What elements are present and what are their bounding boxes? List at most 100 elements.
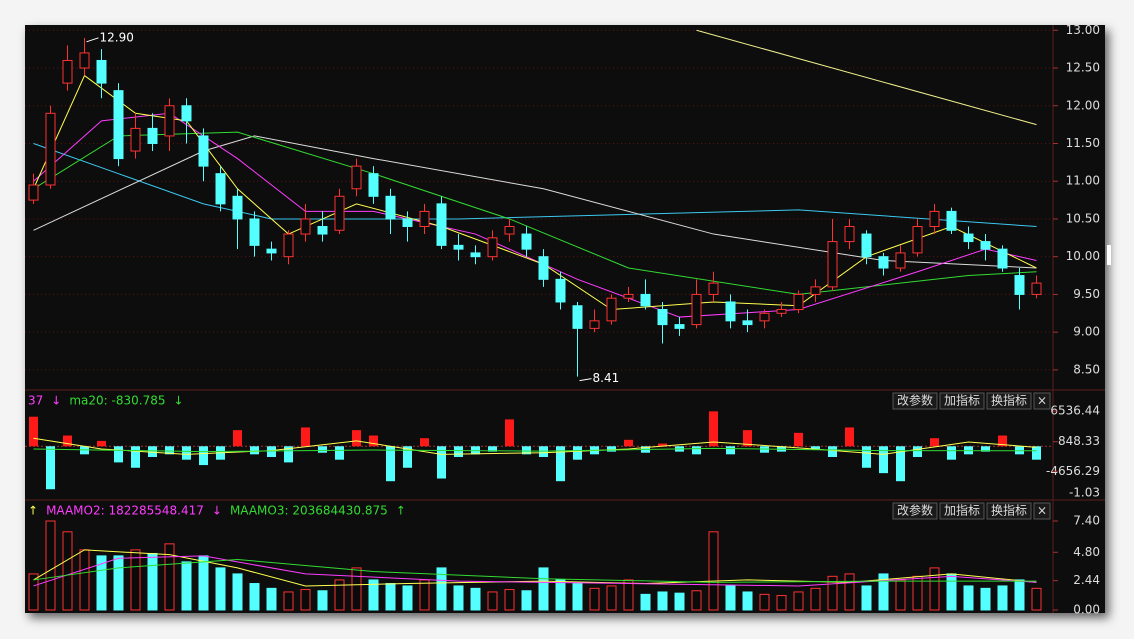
candle-body [113,90,124,160]
bar [80,446,89,455]
button[interactable]: × [1033,392,1051,410]
bar [947,446,956,460]
volume-bar [436,567,447,611]
indicator-line [33,135,1037,269]
volume-bar [878,573,889,611]
button-label: 改参数 [897,503,933,518]
volume-bar [674,592,685,611]
header-text: ↑ [396,504,406,518]
volume-bar [130,549,141,611]
candle-body [368,173,379,197]
candle-body [28,184,39,201]
y-tick-label: 11.00 [1066,174,1100,188]
volume-bar [895,579,906,611]
button[interactable]: 改参数 [892,392,938,410]
bar [369,435,378,447]
button[interactable]: 换指标 [986,392,1032,410]
volume-bar [1014,579,1025,611]
candle-body [844,225,855,243]
volume-bar [708,531,719,611]
bar [454,446,463,458]
y-tick-label: 848.33 [1058,434,1100,448]
candle-body [283,233,294,258]
volume-bar [317,590,328,611]
indicator-line [33,131,1037,295]
bar [607,446,616,452]
button-bg [1033,502,1051,520]
candle-body [453,244,464,250]
volume-bar [980,587,991,611]
bar [811,446,820,449]
bar [624,439,633,447]
candle-body [1031,282,1042,295]
candle-body [606,297,617,322]
annotation-arrow [579,378,592,382]
volume-bar [147,552,158,611]
candle-body [130,127,141,152]
bar [301,427,310,447]
volume-bar [793,591,804,611]
volume-bar [827,575,838,611]
volume-bar [640,593,651,611]
y-axis-note: -1.03 [1069,486,1100,500]
volume-bar [776,595,787,611]
bar [556,446,565,482]
indicator-line [33,437,1037,455]
bar [913,446,922,458]
candle-body [249,218,260,246]
volume-bar [572,583,583,611]
volume-bar [368,579,379,611]
candle-body [215,173,226,205]
volume-bar [946,573,957,611]
volume-bar [96,555,107,611]
candle-body [1014,275,1025,295]
candle-body [623,293,634,299]
volume-bar [555,579,566,611]
button-bg [986,502,1032,520]
volume-bar [249,583,260,611]
button-bg [892,502,938,520]
candle-body [827,241,838,288]
candle-body [402,218,413,227]
bar [726,446,735,455]
volume-bar [929,567,940,611]
y-tick-label: 11.50 [1066,136,1100,150]
button-bg [939,392,985,410]
y-tick-label: 12.50 [1066,61,1100,75]
indicator-line [33,555,1037,587]
candle-body [521,233,532,250]
y-tick-label: -4656.29 [1046,464,1100,478]
annotation-label: 8.41 [593,371,620,385]
y-tick-label: 10.00 [1066,249,1100,263]
bar [29,416,38,447]
bar [267,446,276,458]
volume-bar [606,585,617,611]
candle-body [300,218,311,235]
bar [743,430,752,447]
candle-body [640,293,651,307]
y-tick-label: 0.00 [1073,603,1100,617]
button[interactable]: 加指标 [939,502,985,520]
button[interactable]: 改参数 [892,502,938,520]
volume-bar [62,531,73,611]
candle-body [759,312,770,322]
bar [250,446,259,455]
candle-body [232,195,243,220]
volume-bar [300,589,311,611]
volume-bar [351,567,362,611]
volume-bar [283,591,294,611]
y-tick-label: 2.44 [1073,573,1100,587]
volume-bar [385,583,396,611]
button[interactable]: × [1033,502,1051,520]
volume-bar [657,591,668,611]
candle-body [147,127,158,144]
bar [63,435,72,447]
bar [488,446,497,452]
button[interactable]: 加指标 [939,392,985,410]
volume-bar [453,585,464,611]
volume-bar [538,567,549,611]
button[interactable]: 换指标 [986,502,1032,520]
candle-body [436,203,447,246]
bar [896,446,905,482]
